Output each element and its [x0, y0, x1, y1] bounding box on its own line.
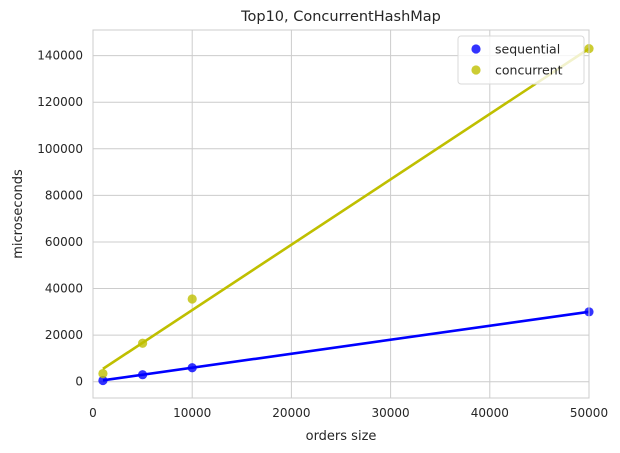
legend-label-sequential: sequential — [495, 42, 560, 57]
x-tick-label: 30000 — [372, 406, 410, 420]
y-axis-title: microseconds — [11, 169, 26, 259]
x-tick-label: 20000 — [272, 406, 310, 420]
concurrent-point — [98, 368, 108, 379]
x-tick-labels: 0 10000 20000 30000 40000 50000 — [89, 406, 608, 420]
x-tick-label: 40000 — [471, 406, 509, 420]
series-layer — [98, 44, 594, 386]
sequential-point — [187, 363, 197, 373]
legend-marker-sequential — [471, 44, 481, 54]
y-tick-label: 60000 — [45, 235, 83, 249]
sequential-point — [138, 370, 148, 380]
x-tick-label: 10000 — [173, 406, 211, 420]
concurrent-fit-line — [102, 47, 590, 370]
y-tick-label: 140000 — [37, 49, 83, 63]
concurrent-point — [187, 294, 197, 304]
x-tick-label: 50000 — [570, 406, 608, 420]
y-tick-label: 20000 — [45, 328, 83, 342]
legend-box — [457, 35, 585, 85]
sequential-point — [98, 375, 108, 386]
y-tick-label: 120000 — [37, 95, 83, 109]
y-tick-label: 80000 — [45, 188, 83, 202]
legend-marker-concurrent — [471, 65, 481, 75]
x-axis-title: orders size — [306, 429, 377, 444]
concurrent-point — [138, 338, 148, 348]
plot-frame — [92, 29, 590, 399]
x-tick-label: 0 — [89, 406, 97, 420]
y-tick-label: 0 — [75, 375, 83, 389]
sequential-fit-line — [102, 310, 590, 382]
plot-border — [92, 29, 590, 399]
y-tick-label: 40000 — [45, 282, 83, 296]
y-tick-label: 100000 — [37, 142, 83, 156]
grid-layer — [92, 30, 590, 398]
legend-label-concurrent: concurrent — [495, 63, 563, 78]
y-tick-labels: 0 20000 40000 60000 80000 100000 120000 140000 — [37, 49, 83, 389]
legend: sequential concurrent — [457, 35, 585, 85]
chart-title: Top10, ConcurrentHashMap — [240, 9, 441, 25]
